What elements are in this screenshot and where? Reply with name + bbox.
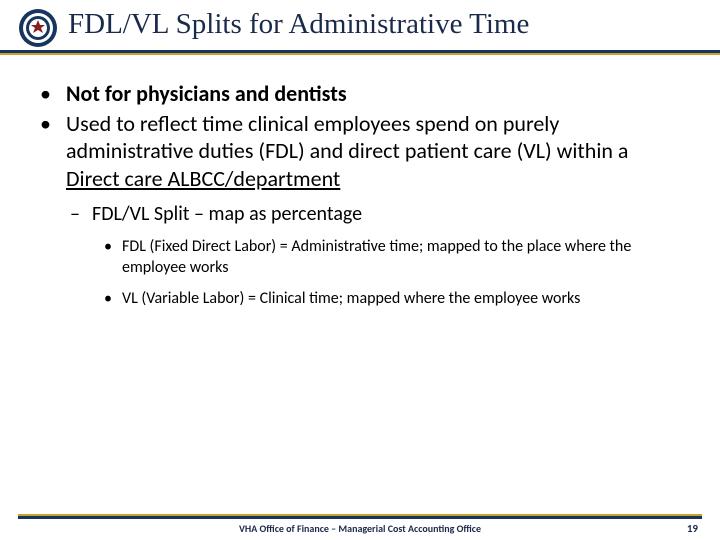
bullet-level1: • Not for physicians and dentists (40, 80, 680, 108)
divider-gold (0, 53, 720, 55)
slide-title: FDL/VL Splits for Administrative Time (68, 8, 700, 41)
bullet-text-part: Used to reflect time clinical employees … (66, 110, 628, 165)
bullet-level3: • FDL (Fixed Direct Labor) = Administrat… (104, 237, 680, 279)
slide-footer: VHA Office of Finance – Managerial Cost … (0, 514, 720, 540)
bullet-text: Used to reflect time clinical employees … (66, 110, 680, 193)
bullet-mark: • (40, 80, 66, 108)
bullet-text: FDL/VL Split – map as percentage (92, 202, 680, 227)
header-divider (0, 50, 720, 55)
bullet-level2: – FDL/VL Split – map as percentage (70, 202, 680, 227)
bullet-text: FDL (Fixed Direct Labor) = Administrativ… (122, 237, 680, 279)
bullet-text-underline: Direct care ALBCC/department (66, 165, 340, 192)
slide-header: FDL/VL Splits for Administrative Time (0, 0, 720, 58)
bullet-mark: • (104, 289, 122, 310)
va-seal-icon (18, 8, 58, 48)
bullet-level1: • Used to reflect time clinical employee… (40, 110, 680, 193)
bullet-mark: • (40, 110, 66, 193)
page-number: 19 (687, 522, 698, 535)
slide-content: • Not for physicians and dentists • Used… (0, 58, 720, 309)
footer-text: VHA Office of Finance – Managerial Cost … (0, 522, 720, 535)
bullet-mark: – (70, 202, 92, 227)
footer-divider (18, 514, 702, 519)
bullet-level3: • VL (Variable Labor) = Clinical time; m… (104, 289, 680, 310)
bullet-text: VL (Variable Labor) = Clinical time; map… (122, 289, 680, 310)
bullet-text: Not for physicians and dentists (66, 80, 680, 108)
divider-dark (18, 516, 702, 519)
bullet-mark: • (104, 237, 122, 279)
